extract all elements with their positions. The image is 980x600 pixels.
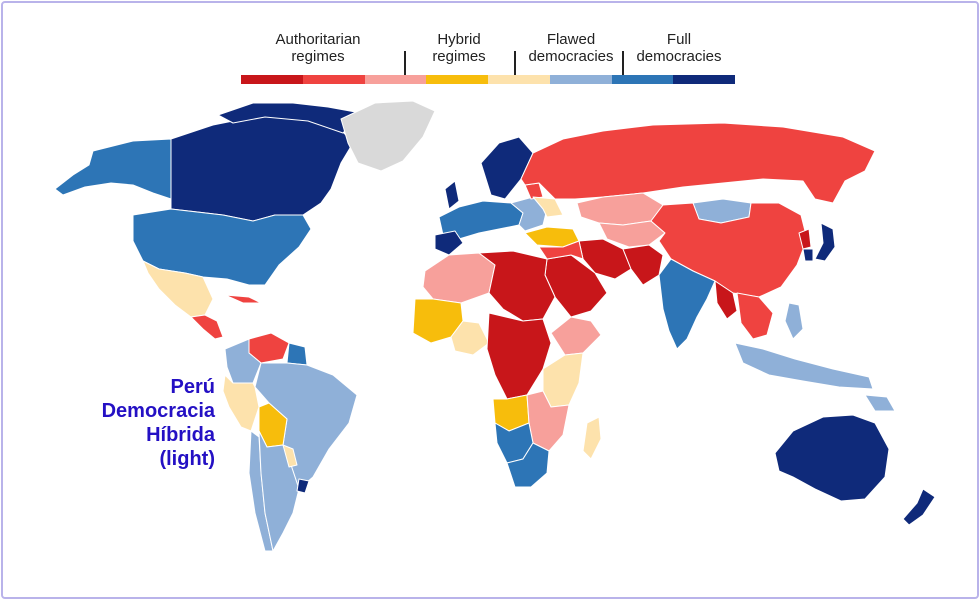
region-central-asia	[598, 220, 666, 248]
region-australia	[774, 414, 890, 502]
world-map	[54, 100, 936, 552]
region-guianas	[286, 342, 308, 366]
legend-swatch-authoritarian-mid	[302, 75, 365, 84]
legend-separator	[622, 51, 624, 77]
region-japan	[814, 222, 836, 262]
region-iran	[578, 238, 632, 280]
peru-callout: Perú Democracia Híbrida (light)	[89, 375, 215, 471]
region-colombia	[224, 338, 262, 384]
region-papua-new-guinea	[864, 394, 896, 412]
region-canada	[170, 114, 354, 222]
region-central-america	[190, 314, 224, 340]
region-southeast-asia	[736, 292, 774, 340]
region-northwest-africa	[422, 252, 496, 304]
region-myanmar	[714, 280, 738, 320]
region-paraguay	[282, 444, 298, 468]
legend-swatch-authoritarian-light	[364, 75, 427, 84]
region-scandinavia	[480, 136, 534, 200]
region-ukraine	[532, 196, 564, 218]
region-philippines	[784, 302, 804, 340]
region-china	[650, 202, 808, 298]
legend-swatch-authoritarian-dark	[241, 75, 303, 84]
legend-separator	[514, 51, 516, 77]
legend-label-full: Full democracies	[636, 31, 722, 65]
legend-label-flawed: Flawed democracies	[528, 31, 614, 65]
region-horn-of-africa	[550, 316, 602, 356]
region-iberia	[434, 230, 464, 256]
legend-label-authoritarian: Authoritarian regimes	[275, 31, 361, 65]
region-east-africa	[542, 352, 584, 408]
callout-line: Híbrida	[146, 424, 215, 446]
region-central-africa	[486, 312, 552, 400]
legend-separator	[404, 51, 406, 77]
callout-line: Perú	[170, 376, 215, 398]
callout-line: (light)	[159, 448, 215, 470]
region-india	[658, 258, 716, 350]
region-uruguay	[296, 478, 310, 494]
region-peru	[222, 374, 260, 432]
region-new-zealand	[902, 488, 936, 526]
region-greenland	[340, 100, 436, 172]
region-afghanistan-pakistan	[622, 244, 664, 286]
legend: Authoritarian regimes Hybrid regimes Fla…	[241, 31, 735, 85]
region-russia	[520, 122, 876, 204]
region-south-korea	[802, 248, 814, 262]
region-uk	[444, 180, 460, 210]
legend-label-hybrid: Hybrid regimes	[432, 31, 486, 65]
legend-swatch-hybrid-dark	[426, 75, 488, 84]
region-madagascar	[582, 416, 602, 460]
callout-line: Democracia	[101, 400, 215, 422]
legend-swatch-hybrid-light	[488, 75, 550, 84]
region-indonesia	[734, 342, 874, 390]
region-cuba	[224, 294, 262, 304]
region-north-africa	[478, 250, 556, 322]
region-south-africa	[506, 442, 550, 488]
region-alaska	[54, 138, 172, 200]
region-korea	[798, 228, 812, 250]
legend-color-bar	[241, 75, 735, 84]
legend-swatch-flawed-dark	[611, 75, 674, 84]
legend-swatch-full	[673, 75, 735, 84]
legend-swatch-flawed-light	[549, 75, 612, 84]
